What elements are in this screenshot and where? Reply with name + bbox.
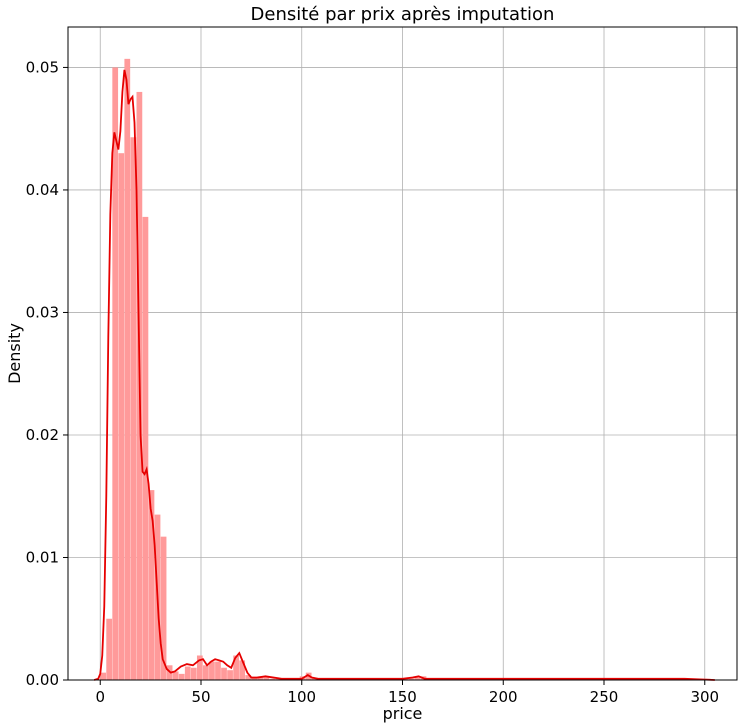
histogram-bar bbox=[257, 676, 264, 680]
histogram-bar bbox=[414, 677, 421, 680]
histogram-bar bbox=[239, 660, 246, 680]
axis-ticks: 0 50 100 150 200 250 300 0.00 0.01 0.02 0.03 0.04 0.… bbox=[26, 58, 719, 706]
y-tick-label: 0.04 bbox=[26, 181, 59, 199]
histogram-bar bbox=[263, 676, 270, 680]
histogram-bar bbox=[172, 671, 179, 680]
histogram-bar bbox=[275, 678, 282, 680]
kde-line bbox=[93, 69, 715, 681]
histogram-bar bbox=[215, 661, 221, 680]
histogram-bar bbox=[178, 673, 185, 680]
chart-title: Densité par prix après imputation bbox=[251, 4, 555, 25]
x-tick-label: 50 bbox=[191, 688, 210, 706]
histogram-bar bbox=[106, 618, 113, 680]
y-tick-label: 0.00 bbox=[26, 671, 59, 689]
x-tick-label: 150 bbox=[388, 688, 417, 706]
y-tick-label: 0.05 bbox=[26, 58, 59, 76]
histogram-bar bbox=[118, 153, 125, 680]
histogram-bar bbox=[160, 536, 167, 680]
x-tick-label: 300 bbox=[690, 688, 719, 706]
histogram-bar bbox=[245, 675, 252, 680]
histogram-bar bbox=[184, 666, 191, 680]
histogram-bar bbox=[124, 58, 131, 681]
histogram-bar bbox=[269, 678, 276, 680]
histogram-bar bbox=[221, 667, 227, 680]
x-tick-label: 200 bbox=[489, 688, 518, 706]
histogram-bar bbox=[233, 655, 239, 680]
y-tick-label: 0.03 bbox=[26, 303, 59, 321]
histogram-bar bbox=[251, 677, 258, 680]
y-tick-label: 0.02 bbox=[26, 426, 59, 444]
x-tick-label: 100 bbox=[287, 688, 316, 706]
histogram-bar bbox=[196, 655, 203, 680]
histogram-bar bbox=[148, 490, 155, 680]
histogram-bar bbox=[402, 678, 409, 680]
histogram-bar bbox=[100, 672, 106, 680]
x-tick-label: 0 bbox=[95, 688, 105, 706]
histogram-bar bbox=[408, 678, 415, 680]
histogram-bar bbox=[203, 665, 209, 680]
histogram-bar bbox=[190, 667, 197, 680]
x-tick-label: 250 bbox=[590, 688, 619, 706]
x-axis-label: price bbox=[383, 704, 423, 723]
y-axis-label: Density bbox=[5, 323, 24, 384]
histogram-bar bbox=[227, 670, 233, 680]
histogram-bar bbox=[130, 137, 137, 680]
histogram-bar bbox=[112, 67, 119, 681]
histogram-bar bbox=[209, 661, 215, 680]
grid bbox=[68, 27, 737, 681]
y-tick-label: 0.01 bbox=[26, 548, 59, 566]
kde-curve-group bbox=[93, 69, 715, 681]
histogram-bars bbox=[100, 58, 711, 681]
histogram-bar bbox=[142, 216, 149, 681]
